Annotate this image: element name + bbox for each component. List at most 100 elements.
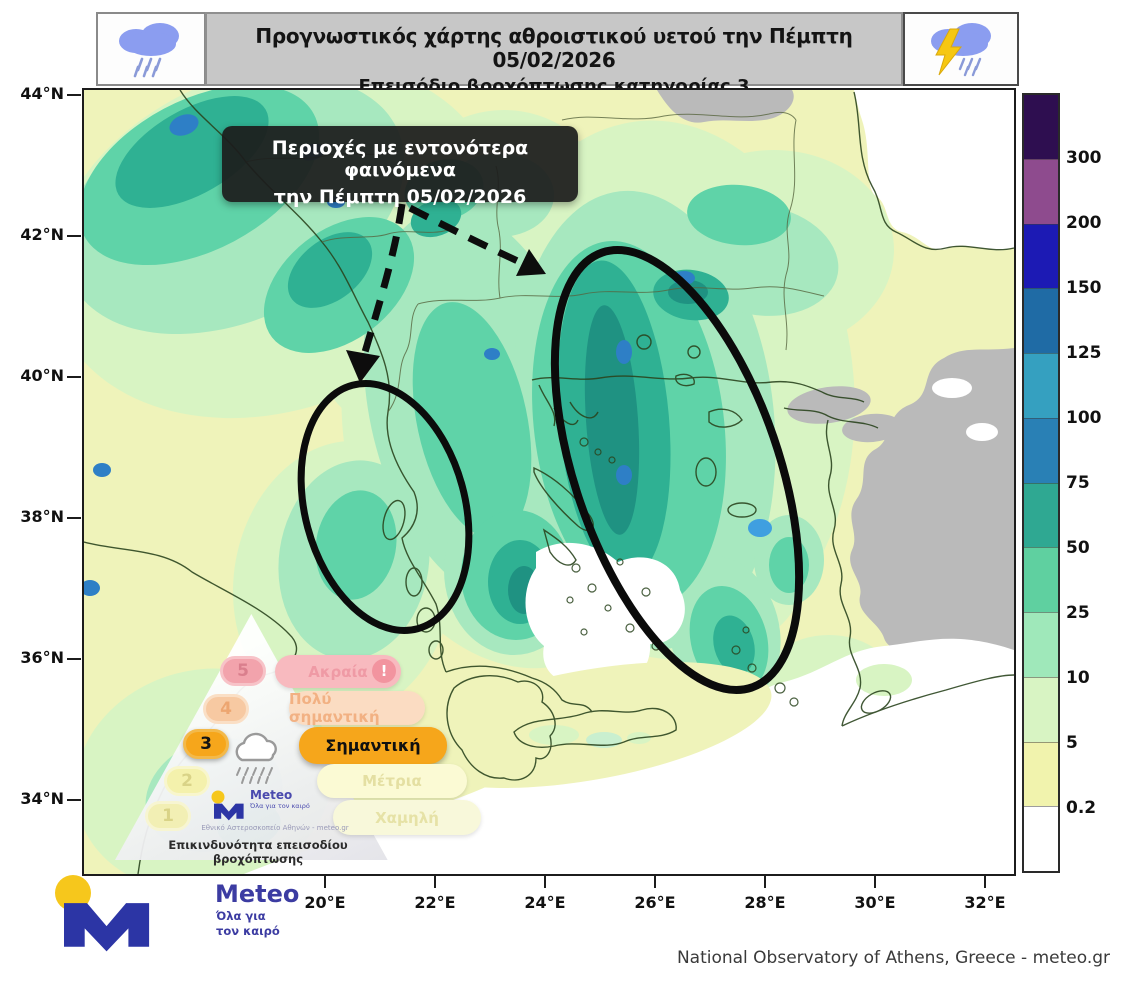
lat-tick <box>67 658 81 660</box>
lon-tick <box>324 874 326 888</box>
lat-label-40: 40°N <box>20 366 64 385</box>
meteo-logo: Meteo Όλα για τον καιρό <box>52 872 312 956</box>
colorbar-band <box>1024 612 1058 677</box>
coastlines <box>84 90 1014 874</box>
level-pill-extreme-label: Ακραία <box>308 662 368 681</box>
lon-label-30: 30°E <box>854 893 896 912</box>
meteo-logo-small-mark <box>211 790 244 821</box>
colorbar-band <box>1024 676 1058 742</box>
colorbar-label: 0.2 <box>1066 798 1097 818</box>
rain-cloud-icon <box>119 23 179 78</box>
level-pill-moderate: Μέτρια <box>317 764 467 798</box>
lon-label-24: 24°E <box>524 893 566 912</box>
colorbar-band <box>1024 353 1058 418</box>
island-outlines <box>566 437 799 707</box>
colorbar-band <box>1024 158 1058 224</box>
annotation-line-1: Περιοχές με εντονότερα φαινόμενα <box>271 137 529 181</box>
level-pill-very-significant: Πολύ σημαντική <box>289 690 425 726</box>
lon-label-22: 22°E <box>414 893 456 912</box>
highlight-ellipse-east <box>550 246 804 694</box>
level-pill-extreme: Ακραία ! <box>275 655 401 688</box>
level-pill-low: Χαμηλή <box>333 800 481 835</box>
meteo-tagline-line1: Όλα για <box>216 909 266 923</box>
level-badge-5: 5 <box>220 656 266 686</box>
colorbar-label: 50 <box>1066 538 1090 558</box>
storm-cloud-lightning-icon <box>931 23 991 77</box>
lon-label-32: 32°E <box>964 893 1006 912</box>
colorbar-label: 25 <box>1066 603 1090 623</box>
level-pill-moderate-label: Μέτρια <box>362 772 422 790</box>
level-pill-very-significant-label: Πολύ σημαντική <box>289 690 380 726</box>
sun-dot-icon <box>211 790 225 804</box>
level-badge-4: 4 <box>203 694 249 724</box>
colorbar-band <box>1024 223 1058 289</box>
colorbar-label: 150 <box>1066 278 1102 298</box>
lat-label-44: 44°N <box>20 84 64 103</box>
annotation-arrow-west <box>346 203 406 383</box>
rainfall-risk-pyramid: 5 4 3 2 1 Ακραία ! Πολύ σημαντική Σημαντ… <box>112 612 492 866</box>
m-logo-mark <box>214 803 244 821</box>
meteo-brand-small: Meteo <box>250 788 293 802</box>
colorbar-label: 75 <box>1066 473 1090 493</box>
title-line-1: Προγνωστικός χάρτης αθροιστικού υετού τη… <box>255 24 853 72</box>
level-pill-significant-active: Σημαντική <box>299 727 447 764</box>
colorbar-label: 300 <box>1066 148 1102 168</box>
annotation-box: Περιοχές με εντονότερα φαινόμενα την Πέμ… <box>222 126 578 208</box>
lon-label-26: 26°E <box>634 893 676 912</box>
annotation-line-2: την Πέμπτη 05/02/2026 <box>273 186 527 208</box>
lon-tick <box>544 874 546 888</box>
alert-icon: ! <box>372 659 396 683</box>
meteo-source-small: Εθνικό Αστεροσκοπείο Αθηνών - meteo.gr <box>201 824 349 832</box>
meteo-brand-text: Meteo <box>215 880 300 908</box>
colorbar-band <box>1024 806 1058 871</box>
lon-tick <box>874 874 876 888</box>
lon-tick <box>654 874 656 888</box>
precipitation-colorbar <box>1022 93 1060 873</box>
colorbar-band <box>1024 741 1058 807</box>
lat-label-42: 42°N <box>20 225 64 244</box>
level-badge-3-active: 3 <box>183 729 229 759</box>
lat-label-38: 38°N <box>20 507 64 526</box>
lat-tick <box>67 517 81 519</box>
meteo-logo-small: Meteo Όλα για τον καιρό <box>210 788 360 828</box>
header-left-icon-box <box>96 12 206 86</box>
precipitation-map <box>82 88 1016 876</box>
lon-tick <box>434 874 436 888</box>
crete-precip-band <box>406 662 912 788</box>
highlight-ellipse-west <box>297 380 473 634</box>
lat-label-34: 34°N <box>20 789 64 808</box>
colorbar-band <box>1024 288 1058 353</box>
colorbar-label: 100 <box>1066 408 1102 428</box>
lon-tick <box>764 874 766 888</box>
lat-tick <box>67 376 81 378</box>
meteo-tagline-small: Όλα για τον καιρό <box>250 802 310 810</box>
attribution-text: National Observatory of Athens, Greece -… <box>676 948 1110 968</box>
lon-tick <box>984 874 986 888</box>
level-badge-1: 1 <box>145 801 191 831</box>
nodata-holes <box>932 378 998 441</box>
lon-label-20: 20°E <box>304 893 346 912</box>
lat-label-36: 36°N <box>20 648 64 667</box>
lon-label-28: 28°E <box>744 893 786 912</box>
colorbar-label: 200 <box>1066 213 1102 233</box>
lat-tick <box>67 94 81 96</box>
m-logo-mark <box>64 903 150 952</box>
header-right-icon-box <box>903 12 1019 86</box>
lat-tick <box>67 235 81 237</box>
colorbar-band <box>1024 417 1058 483</box>
colorbar-label: 5 <box>1066 733 1078 753</box>
lat-tick <box>67 799 81 801</box>
colorbar-band <box>1024 95 1058 159</box>
pyramid-caption: Επικινδυνότητα επεισοδίου βροχόπτωσης <box>168 838 348 866</box>
colorbar-label: 10 <box>1066 668 1090 688</box>
colorbar-band <box>1024 482 1058 548</box>
annotation-arrow-east <box>408 204 546 276</box>
sun-dot-icon <box>55 875 91 911</box>
map-title-bar: Προγνωστικός χάρτης αθροιστικού υετού τη… <box>205 12 903 97</box>
meteo-logo-mark <box>55 875 150 952</box>
meteo-tagline-line2: τον καιρό <box>216 923 280 938</box>
colorbar-label: 125 <box>1066 343 1102 363</box>
level-badge-2: 2 <box>164 766 210 796</box>
level-pill-low-label: Χαμηλή <box>375 808 439 827</box>
